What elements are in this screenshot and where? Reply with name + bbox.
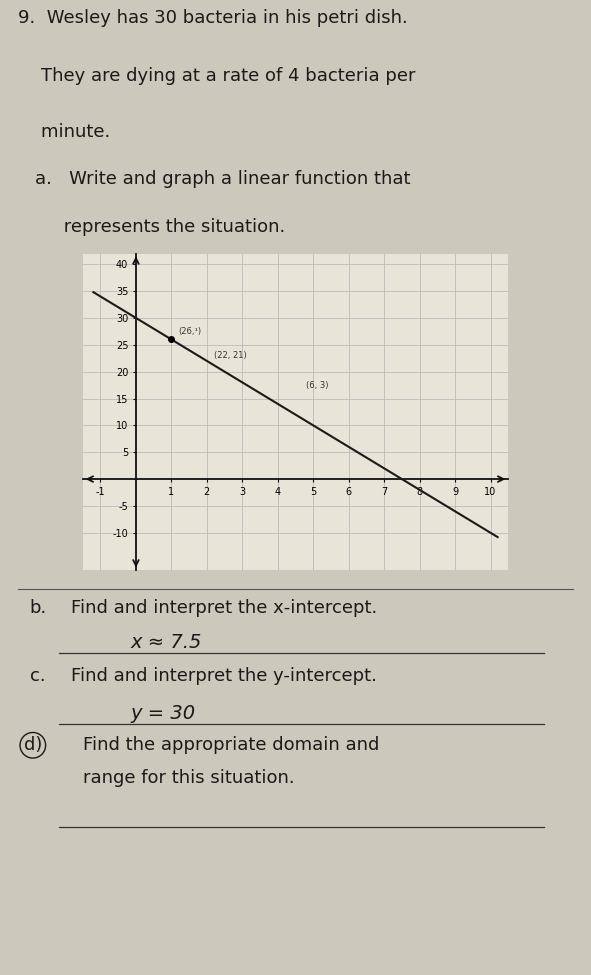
Text: y = 30: y = 30 (130, 704, 195, 722)
Text: represents the situation.: represents the situation. (35, 218, 285, 236)
Text: a.   Write and graph a linear function that: a. Write and graph a linear function tha… (35, 171, 411, 188)
Text: (6, 3): (6, 3) (306, 381, 329, 390)
Text: 9.  Wesley has 30 bacteria in his petri dish.: 9. Wesley has 30 bacteria in his petri d… (18, 9, 407, 26)
Text: (26,¹): (26,¹) (178, 327, 202, 336)
Text: x ≈ 7.5: x ≈ 7.5 (130, 633, 202, 652)
Text: range for this situation.: range for this situation. (83, 768, 294, 787)
Text: minute.: minute. (18, 123, 110, 140)
Text: They are dying at a rate of 4 bacteria per: They are dying at a rate of 4 bacteria p… (18, 66, 415, 85)
Text: (22, 21): (22, 21) (214, 351, 246, 360)
Text: c.: c. (30, 668, 45, 685)
Text: Find the appropriate domain and: Find the appropriate domain and (83, 736, 379, 755)
Text: Find and interpret the y-intercept.: Find and interpret the y-intercept. (71, 668, 377, 685)
Text: d): d) (24, 736, 42, 755)
Text: Find and interpret the x-intercept.: Find and interpret the x-intercept. (71, 599, 377, 617)
Text: b.: b. (30, 599, 47, 617)
